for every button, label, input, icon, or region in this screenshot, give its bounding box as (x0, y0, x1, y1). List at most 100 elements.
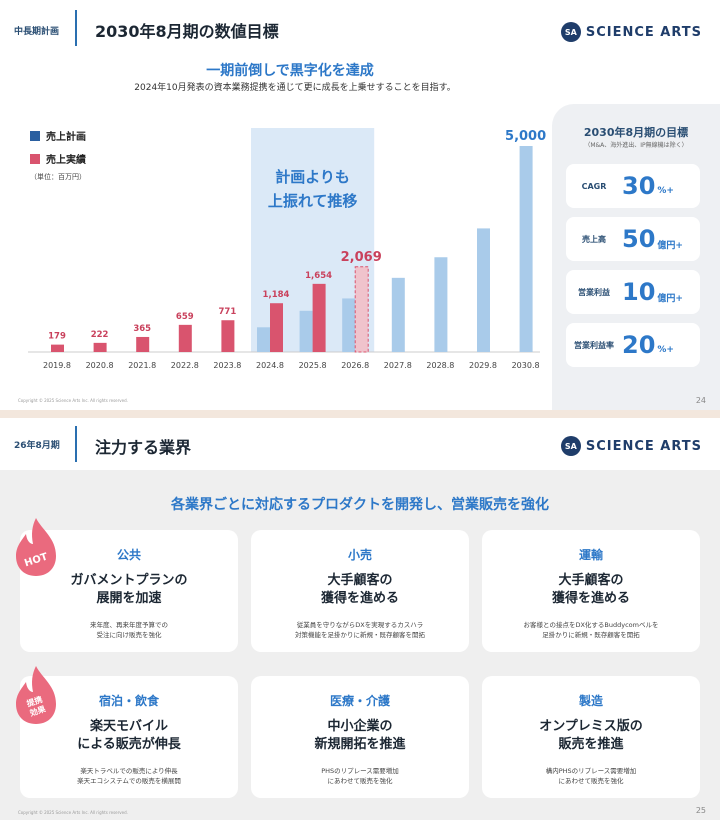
copyright: Copyright © 2025 Science Arts Inc. All r… (18, 810, 128, 815)
bar-plan-2030.8 (519, 146, 533, 352)
bar-actual-2023.8 (221, 320, 235, 352)
tick-label-2027.8: 2027.8 (384, 361, 412, 370)
kpi-unit: 億円+ (657, 293, 683, 304)
logo-text: SCIENCE ARTS (585, 438, 702, 454)
legend-item-plan: 売上計画 (30, 128, 86, 143)
data-label-2022.8: 659 (176, 312, 194, 322)
data-label-2030.8: 5,000 (505, 129, 546, 144)
tick-label-2023.8: 2023.8 (213, 361, 241, 370)
synergy-flame-icon: 提携 効果 (16, 666, 56, 724)
industry-card-transport: 運輸 大手顧客の獲得を進める お客様との接点をDX化するBuddycomベルを足… (482, 530, 700, 652)
tick-label-2020.8: 2020.8 (86, 361, 114, 370)
card-main-line: 販売を推進 (558, 737, 624, 752)
slide-title: 注力する業界 (95, 438, 192, 457)
slide-header: 中長期計画 2030年8月期の数値目標 SA SCIENCE ARTS (0, 0, 720, 64)
tick-label-2025.8: 2025.8 (299, 361, 327, 370)
tick-label-2024.8: 2024.8 (256, 361, 284, 370)
card-desc-line: にあわせて販売を強化 (558, 777, 624, 785)
header-divider (75, 10, 77, 46)
kpi-revenue: 売上高 50 億円+ (566, 217, 700, 261)
data-label-2026.8: 2,069 (341, 250, 382, 265)
card-desc-line: 受注に向け販売を強化 (96, 631, 162, 639)
industry-card-public: 公共 ガバメントプランの 展開を加速 来年度、再来年度予算での 受注に向け販売を強化 (20, 530, 238, 652)
card-title: 運輸 (578, 548, 603, 562)
data-label-2021.8: 365 (133, 324, 151, 334)
target-note: （M&A、海外進出、IP無線機は除く） (584, 142, 688, 149)
card-desc-line: 楽天エコシステムでの販売を横展開 (77, 777, 181, 785)
bar-actual-2021.8 (136, 336, 150, 352)
logo-text: SCIENCE ARTS (585, 24, 702, 40)
card-desc-line: PHSのリプレース需要増加 (321, 767, 399, 775)
card-desc: 構内PHSのリプレース需要増加 にあわせて販売を強化 (482, 766, 700, 786)
tick-label-2029.8: 2029.8 (469, 361, 497, 370)
industry-card-medical: 医療・介護 中小企業の 新規開拓を推進 PHSのリプレース需要増加 にあわせて販売を… (251, 676, 469, 798)
industry-card-manufacturing: 製造 オンプレミス版の 販売を推進 構内PHSのリプレース需要増加 にあわせて販売を… (482, 676, 700, 798)
hot-flame-icon: HOT (16, 518, 56, 576)
kpi-label: 営業利益 (578, 287, 610, 297)
legend-item-actual: 売上実績 (30, 151, 86, 166)
logo-mark-icon: SA (560, 436, 581, 456)
kpi-label: 売上高 (582, 234, 606, 244)
bar-plan-2027.8 (391, 277, 405, 352)
card-main-line: 楽天モバイル (89, 719, 168, 734)
tick-label-2019.8: 2019.8 (43, 361, 71, 370)
bar-plan-2024.8 (257, 327, 270, 352)
card-main: オンプレミス版の 販売を推進 (482, 718, 700, 754)
card-title: 小売 (347, 548, 372, 562)
card-desc: 従業員を守りながらDXを実現するカスハラ 対策機能を足掛かりに新規・既存顧客を開拓 (251, 620, 469, 640)
slide-numeric-targets: 中長期計画 2030年8月期の数値目標 SA SCIENCE ARTS 計画より… (0, 0, 720, 410)
card-desc: お客様との接点をDX化するBuddycomベルを 足掛かりに新規・既存顧客を開拓 (482, 620, 700, 640)
kpi-unit: 億円+ (657, 240, 683, 251)
card-desc-line: 足掛かりに新規・既存顧客を開拓 (542, 631, 640, 639)
card-title: 製造 (578, 694, 603, 708)
kpi-operating-profit: 営業利益 10 億円+ (566, 270, 700, 314)
card-main-line: 展開を加速 (96, 591, 162, 606)
card-desc-line: お客様との接点をDX化するBuddycomベルを (523, 621, 659, 629)
bar-actual-2026.8 (354, 266, 369, 353)
card-desc-line: 構内PHSのリプレース需要増加 (545, 767, 637, 775)
card-main: 楽天モバイル による販売が伸長 (20, 718, 238, 754)
card-desc-line: 従業員を守りながらDXを実現するカスハラ (296, 621, 424, 629)
section-tag: 中長期計画 (14, 27, 60, 37)
highlight-text-2: 上振れて推移 (268, 192, 358, 210)
company-logo: SA SCIENCE ARTS (560, 22, 702, 42)
headline: 各業界ごとに対応するプロダクトを開発し、営業販売を強化 (171, 497, 549, 513)
bar-plan-2026.8 (342, 298, 356, 352)
kpi-value: 10 (622, 278, 656, 306)
card-main-line: ガバメントプランの (70, 573, 188, 588)
card-main-line: 大手顧客の (327, 573, 393, 588)
synergy-badge-text-1: 提携 (25, 694, 43, 708)
card-desc: 来年度、再来年度予算での 受注に向け販売を強化 (20, 620, 238, 640)
card-desc-line: 対策機能を足掛かりに新規・既存顧客を開拓 (295, 631, 425, 639)
data-label-2023.8: 771 (219, 307, 237, 317)
legend-label-plan: 売上計画 (46, 132, 86, 143)
subline: 2024年10月発表の資本業務提携を通じて更に成長を上乗せすることを目指す。 (0, 80, 720, 93)
tick-label-2030.8: 2030.8 (512, 361, 540, 370)
card-main-line: 獲得を進める (551, 591, 630, 606)
tick-label-2026.8: 2026.8 (341, 361, 369, 370)
industry-card-hospitality: 宿泊・飲食 楽天モバイル による販売が伸長 楽天トラベルでの販売により伸長 楽天エコ… (20, 676, 238, 798)
card-main-line: オンプレミス版の (539, 719, 643, 734)
kpi-operating-margin: 営業利益率 20 %+ (566, 323, 700, 367)
kpi-unit: %+ (657, 186, 674, 196)
slide-header: 26年8月期 注力する業界 SA SCIENCE ARTS (0, 418, 720, 470)
data-label-2025.8: 1,654 (305, 271, 332, 281)
kpi-value: 50 (622, 225, 656, 253)
card-main: 中小企業の 新規開拓を推進 (251, 718, 469, 754)
card-main-line: 大手顧客の (558, 573, 624, 588)
card-main: 大手顧客の獲得を進める (251, 572, 469, 608)
target-panel: 2030年8月期の目標 （M&A、海外進出、IP無線機は除く） CAGR 30 … (552, 104, 720, 410)
kpi-cagr: CAGR 30 %+ (566, 164, 700, 208)
legend-swatch-plan (30, 130, 40, 141)
slide-title: 2030年8月期の数値目標 (95, 22, 279, 41)
bar-plan-2029.8 (477, 228, 490, 352)
data-label-2024.8: 1,184 (263, 290, 290, 300)
card-desc-line: 楽天トラベルでの販売により伸長 (80, 767, 178, 775)
highlight-text-1: 計画よりも (275, 168, 350, 186)
card-main-line: による販売が伸長 (77, 737, 181, 752)
legend-label-actual: 売上実績 (46, 155, 86, 166)
card-main-line: 獲得を進める (320, 591, 399, 606)
logo-mark-icon: SA (560, 22, 581, 42)
tick-label-2028.8: 2028.8 (426, 361, 454, 370)
